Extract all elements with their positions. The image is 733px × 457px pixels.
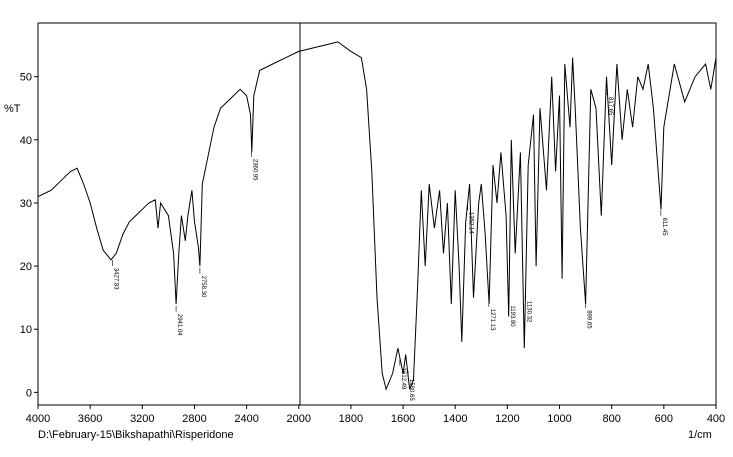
x-tick-label: 1800	[339, 413, 363, 425]
y-tick-label: 0	[26, 387, 32, 399]
x-tick-label: 1000	[547, 413, 571, 425]
y-tick-label: 30	[20, 198, 32, 210]
x-tick-label: 400	[707, 413, 725, 425]
file-label: D:\February-15\Bikshapathi\Risperidone	[38, 429, 234, 441]
x-tick-label: 3600	[78, 413, 102, 425]
annotation: 817.65	[607, 97, 613, 116]
annotation: 3427.83	[113, 268, 119, 290]
annotation: 1580.65	[408, 379, 414, 401]
y-tick-label: 50	[20, 72, 32, 84]
spectrum-line	[37, 41, 717, 391]
x-tick-label: 2000	[287, 413, 311, 425]
annotation: 899.65	[586, 310, 592, 329]
x-tick-label: 2800	[182, 413, 206, 425]
annotation: 1130.32	[526, 301, 532, 323]
x-tick-label: 1600	[391, 413, 415, 425]
y-axis-label: %T	[4, 103, 21, 115]
x-tick-label: 3200	[130, 413, 154, 425]
x-tick-label: 600	[655, 413, 673, 425]
y-tick-label: 40	[20, 135, 32, 147]
annotation: 611.45	[661, 218, 667, 237]
annotation: 2941.04	[176, 314, 182, 336]
annotation: 1193.80	[509, 305, 515, 327]
annotation: 2758.30	[200, 276, 206, 298]
y-tick-label: 20	[20, 261, 32, 273]
x-axis-label: 1/cm	[688, 429, 712, 441]
x-tick-label: 800	[603, 413, 621, 425]
annotation: 1612.49	[400, 368, 406, 390]
annotation: 1271.13	[489, 309, 495, 331]
annotation: 2360.95	[252, 159, 258, 181]
x-tick-label: 1400	[443, 413, 467, 425]
x-tick-label: 1200	[495, 413, 519, 425]
annotation: 1352.14	[468, 212, 474, 234]
x-tick-label: 4000	[26, 413, 50, 425]
plot-frame	[37, 22, 717, 406]
y-tick-label: 10	[20, 324, 32, 336]
x-tick-label: 2400	[234, 413, 258, 425]
